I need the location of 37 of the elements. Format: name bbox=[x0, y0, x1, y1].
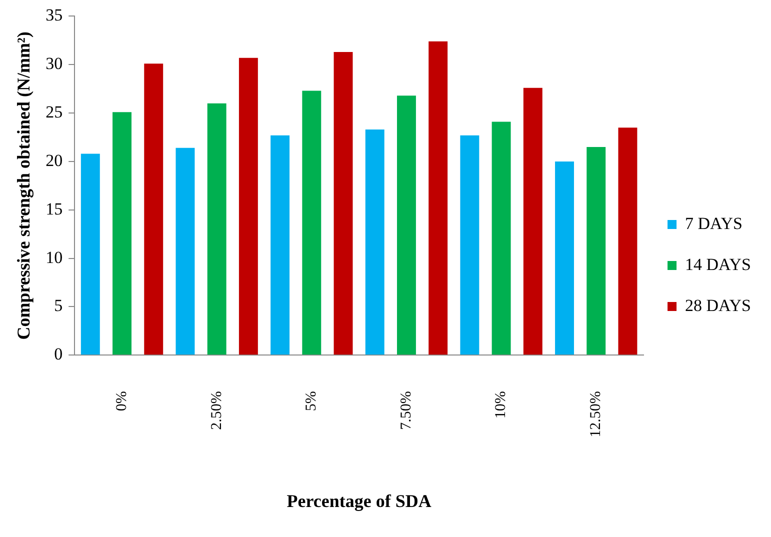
y-tick-label: 15 bbox=[46, 199, 63, 218]
bar bbox=[555, 161, 574, 355]
x-tick-label: 5% bbox=[304, 391, 320, 412]
x-tick-label: 10% bbox=[493, 391, 510, 419]
bar bbox=[112, 112, 132, 355]
bar bbox=[80, 154, 100, 355]
y-tick-label: 25 bbox=[46, 102, 63, 122]
y-axis-title: Compressive strength obtained (N/mm²) bbox=[13, 32, 34, 340]
x-tick-label: 12.50% bbox=[588, 391, 604, 438]
bar bbox=[176, 148, 195, 355]
bar bbox=[523, 88, 542, 355]
bar bbox=[144, 64, 164, 355]
bar bbox=[334, 52, 353, 355]
x-axis-title: Percentage of SDA bbox=[286, 490, 432, 511]
y-tick-label: 0 bbox=[54, 344, 63, 364]
x-tick-label: 7.50% bbox=[398, 391, 414, 430]
bar bbox=[302, 90, 322, 355]
x-tick-label: 0% bbox=[114, 391, 130, 412]
bar bbox=[586, 146, 606, 355]
bar bbox=[238, 58, 258, 355]
legend-label: 14 DAYS bbox=[685, 254, 752, 274]
bar bbox=[365, 130, 384, 355]
bar bbox=[207, 103, 226, 355]
y-tick-label: 10 bbox=[46, 248, 63, 267]
bar bbox=[396, 96, 416, 355]
legend-label: 7 DAYS bbox=[685, 214, 743, 233]
bar bbox=[618, 128, 638, 355]
bar bbox=[270, 135, 290, 355]
y-tick-label: 30 bbox=[46, 54, 63, 74]
legend-label: 28 DAYS bbox=[685, 296, 752, 315]
bar bbox=[428, 41, 448, 355]
y-tick-label: 5 bbox=[54, 296, 63, 316]
bar bbox=[460, 135, 480, 355]
bar bbox=[492, 122, 511, 355]
x-tick-label: 2.50% bbox=[208, 391, 225, 430]
y-tick-label: 35 bbox=[46, 6, 63, 25]
y-tick-label: 20 bbox=[46, 150, 63, 170]
